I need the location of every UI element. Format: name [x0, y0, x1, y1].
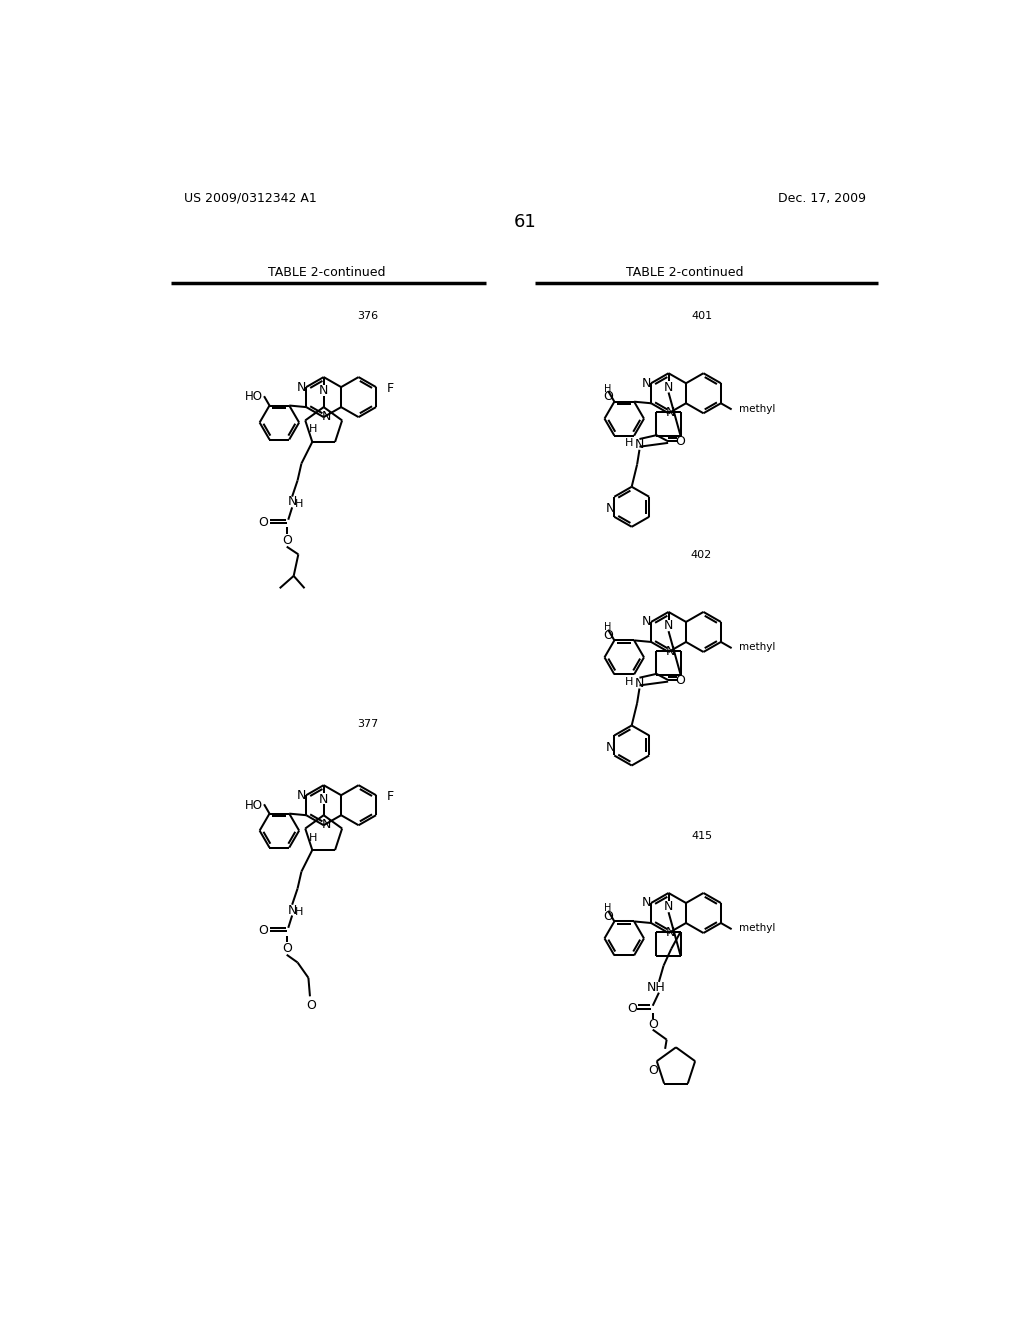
Text: N: N — [605, 741, 614, 754]
Text: N: N — [319, 792, 329, 805]
Text: N: N — [667, 925, 676, 939]
Text: methyl: methyl — [739, 924, 776, 933]
Text: 61: 61 — [513, 213, 537, 231]
Text: N: N — [664, 900, 673, 913]
Text: H: H — [295, 907, 303, 917]
Text: H: H — [308, 425, 317, 434]
Text: 376: 376 — [357, 312, 379, 321]
Text: H: H — [295, 499, 303, 510]
Text: H: H — [626, 438, 634, 447]
Text: NH: NH — [647, 981, 666, 994]
Text: 402: 402 — [691, 550, 712, 560]
Text: N: N — [322, 818, 331, 832]
Text: H: H — [604, 623, 612, 632]
Text: N: N — [664, 380, 673, 393]
Text: Dec. 17, 2009: Dec. 17, 2009 — [778, 191, 866, 205]
Text: methyl: methyl — [739, 643, 776, 652]
Text: N: N — [322, 409, 331, 422]
Text: methyl: methyl — [739, 404, 776, 413]
Text: N: N — [642, 615, 651, 628]
Text: F: F — [387, 791, 394, 804]
Text: H: H — [604, 384, 612, 393]
Text: N: N — [605, 502, 614, 515]
Text: N: N — [642, 896, 651, 909]
Text: O: O — [675, 434, 685, 447]
Text: N: N — [642, 376, 651, 389]
Text: N: N — [667, 407, 676, 418]
Text: O: O — [603, 628, 613, 642]
Text: O: O — [648, 1018, 657, 1031]
Text: 401: 401 — [691, 312, 712, 321]
Text: N: N — [319, 384, 329, 397]
Text: N: N — [664, 619, 673, 632]
Text: H: H — [604, 903, 612, 913]
Text: O: O — [282, 535, 292, 546]
Text: O: O — [306, 999, 316, 1012]
Text: O: O — [603, 389, 613, 403]
Text: N: N — [288, 495, 297, 508]
Text: 377: 377 — [357, 719, 379, 730]
Text: 415: 415 — [691, 832, 712, 841]
Text: H: H — [626, 677, 634, 686]
Text: O: O — [282, 942, 292, 956]
Text: O: O — [648, 1064, 657, 1077]
Text: N: N — [635, 677, 644, 689]
Text: HO: HO — [245, 799, 262, 812]
Text: O: O — [258, 516, 268, 528]
Text: TABLE 2-continued: TABLE 2-continued — [626, 265, 743, 279]
Text: N: N — [297, 788, 306, 801]
Text: N: N — [297, 380, 306, 393]
Text: O: O — [258, 924, 268, 937]
Text: N: N — [288, 904, 297, 916]
Text: H: H — [308, 833, 317, 842]
Text: N: N — [667, 644, 676, 657]
Text: TABLE 2-continued: TABLE 2-continued — [267, 265, 385, 279]
Text: F: F — [387, 381, 394, 395]
Text: US 2009/0312342 A1: US 2009/0312342 A1 — [183, 191, 316, 205]
Text: O: O — [603, 909, 613, 923]
Text: O: O — [628, 1002, 638, 1015]
Text: O: O — [675, 673, 685, 686]
Text: HO: HO — [245, 391, 262, 404]
Text: N: N — [635, 438, 644, 451]
